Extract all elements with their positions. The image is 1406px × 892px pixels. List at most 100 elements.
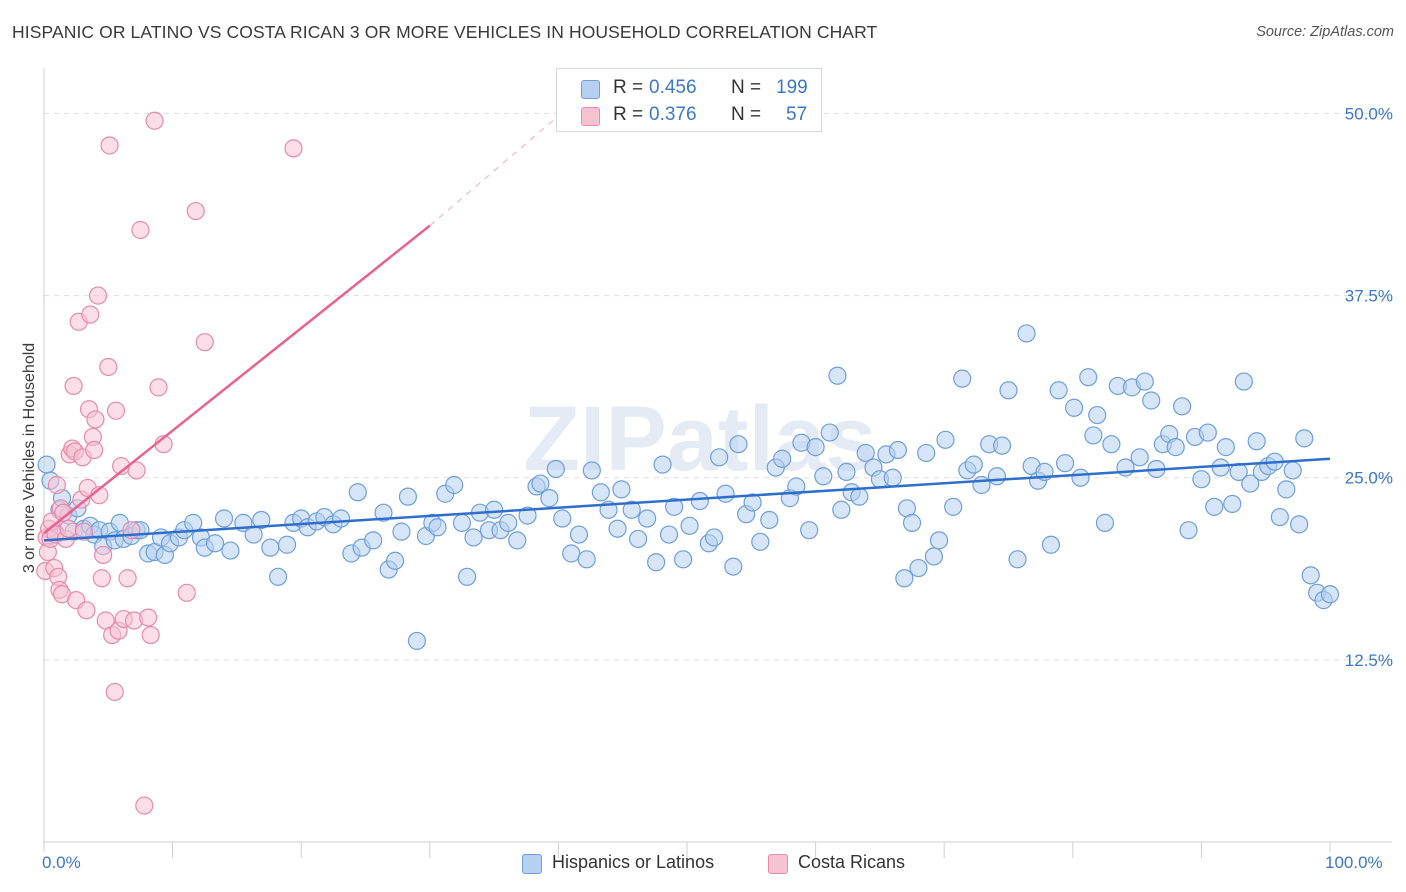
- data-point-hispanics: [1079, 368, 1098, 387]
- data-point-costa-ricans: [127, 461, 146, 480]
- data-point-hispanics: [374, 503, 393, 522]
- data-point-hispanics: [392, 522, 411, 541]
- data-point-hispanics: [499, 513, 518, 532]
- data-point-costa-ricans: [141, 625, 160, 645]
- data-point-hispanics: [820, 423, 839, 442]
- data-point-hispanics: [1283, 461, 1302, 480]
- legend-r-value: 0.376: [649, 104, 697, 125]
- data-point-hispanics: [221, 541, 240, 560]
- data-point-hispanics: [729, 435, 748, 454]
- data-point-hispanics: [832, 500, 851, 519]
- data-point-hispanics: [638, 509, 657, 528]
- data-point-hispanics: [1017, 324, 1036, 343]
- data-point-costa-ricans: [77, 601, 96, 620]
- data-point-hispanics: [856, 443, 875, 463]
- legend-swatch-pink: [768, 854, 788, 874]
- chart-title: HISPANIC OR LATINO VS COSTA RICAN 3 OR M…: [12, 22, 878, 42]
- data-point-hispanics: [485, 500, 504, 519]
- data-point-costa-ricans: [195, 333, 214, 352]
- data-point-hispanics: [743, 493, 762, 512]
- data-point-hispanics: [924, 547, 944, 566]
- data-point-hispanics: [457, 567, 477, 586]
- data-point-hispanics: [828, 366, 847, 385]
- legend-label-hispanics: Hispanics or Latinos: [552, 852, 715, 872]
- data-point-hispanics: [577, 550, 596, 569]
- legend-n-label: N =: [731, 104, 762, 125]
- data-point-hispanics: [1192, 470, 1211, 489]
- data-point-hispanics: [1088, 405, 1107, 425]
- series-costa-ricans-points: [36, 111, 303, 815]
- data-point-costa-ricans: [59, 519, 78, 538]
- data-point-hispanics: [1116, 458, 1135, 477]
- data-point-hispanics: [653, 455, 672, 474]
- data-point-hispanics: [902, 513, 922, 532]
- data-point-hispanics: [936, 430, 955, 449]
- stats-legend: R = 0.456 N = 199 R = 0.376 N = 57: [556, 68, 822, 132]
- data-point-hispanics: [1055, 454, 1075, 473]
- data-point-hispanics: [1320, 585, 1340, 604]
- data-point-hispanics: [690, 491, 709, 511]
- trendline-costa-ricans: [43, 224, 431, 535]
- data-point-hispanics: [1095, 513, 1115, 532]
- data-point-hispanics: [37, 455, 56, 474]
- y-tick-label: 25.0%: [1345, 469, 1393, 488]
- data-point-hispanics: [773, 449, 792, 468]
- data-point-hispanics: [1216, 438, 1235, 457]
- data-point-costa-ricans: [131, 220, 150, 240]
- trendline-hispanics: [43, 457, 1331, 542]
- data-point-hispanics: [407, 631, 427, 651]
- data-point-hispanics: [850, 487, 869, 506]
- data-point-costa-ricans: [94, 545, 113, 565]
- data-point-hispanics: [1301, 566, 1320, 585]
- data-point-hispanics: [277, 535, 297, 554]
- data-point-hispanics: [987, 467, 1007, 486]
- grid-lines: [44, 112, 1392, 661]
- data-point-hispanics: [704, 528, 724, 547]
- data-point-hispanics: [261, 538, 280, 557]
- data-point-costa-ricans: [85, 440, 104, 460]
- legend-swatch-blue: [581, 80, 600, 99]
- data-point-hispanics: [331, 509, 351, 528]
- legend-r-value: 0.456: [649, 77, 697, 98]
- series-hispanics-points: [37, 324, 1340, 651]
- data-point-hispanics: [1234, 372, 1253, 391]
- y-tick-labels: 12.5% 25.0% 37.5% 50.0%: [1345, 104, 1393, 669]
- data-point-hispanics: [944, 497, 963, 516]
- data-point-hispanics: [464, 528, 483, 547]
- data-point-costa-ricans: [74, 522, 93, 541]
- data-point-hispanics: [1041, 535, 1061, 554]
- data-point-hispanics: [917, 443, 936, 463]
- data-point-hispanics: [1071, 468, 1090, 487]
- data-point-hispanics: [1008, 550, 1027, 569]
- legend-n-label: N =: [731, 77, 762, 98]
- trendline-costa-ricans-extension: [429, 110, 566, 227]
- data-point-hispanics: [1049, 381, 1068, 400]
- data-point-hispanics: [569, 525, 589, 544]
- data-point-hispanics: [531, 474, 550, 493]
- data-point-hispanics: [1247, 432, 1266, 451]
- data-point-hispanics: [665, 497, 684, 516]
- data-point-hispanics: [929, 531, 949, 550]
- data-point-hispanics: [518, 506, 537, 525]
- data-point-costa-ricans: [64, 376, 83, 396]
- data-point-hispanics: [562, 544, 581, 563]
- data-point-hispanics: [205, 534, 225, 553]
- data-point-hispanics: [348, 483, 367, 502]
- legend-swatch-pink: [581, 107, 600, 126]
- data-point-costa-ricans: [105, 682, 124, 702]
- data-point-hispanics: [608, 519, 627, 538]
- trendlines: [43, 110, 1331, 542]
- data-point-costa-ricans: [88, 286, 108, 305]
- data-point-hispanics: [1130, 448, 1149, 467]
- data-point-hispanics: [452, 513, 472, 532]
- x-tick-label-max: 100.0%: [1325, 853, 1383, 872]
- data-point-costa-ricans: [135, 796, 154, 815]
- data-point-hispanics: [428, 518, 447, 537]
- data-point-hispanics: [1166, 438, 1185, 457]
- data-point-hispanics: [909, 558, 928, 578]
- data-point-costa-ricans: [177, 583, 196, 602]
- legend-swatch-blue: [522, 854, 542, 874]
- data-point-hispanics: [1270, 507, 1289, 527]
- data-point-hispanics: [680, 516, 699, 535]
- data-point-costa-ricans: [81, 305, 100, 324]
